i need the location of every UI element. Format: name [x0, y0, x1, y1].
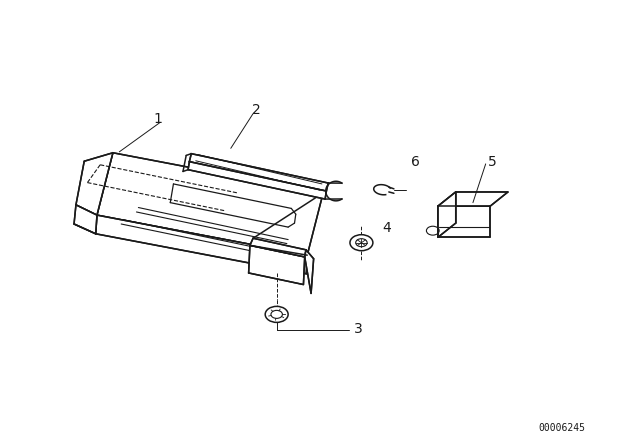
- Text: 00006245: 00006245: [539, 423, 586, 433]
- Circle shape: [350, 235, 373, 251]
- Polygon shape: [305, 250, 314, 293]
- Polygon shape: [438, 206, 490, 237]
- Polygon shape: [97, 153, 323, 255]
- Text: 5: 5: [488, 155, 497, 168]
- Polygon shape: [438, 192, 456, 237]
- Text: 2: 2: [252, 103, 260, 117]
- Polygon shape: [76, 153, 113, 215]
- Text: 1: 1: [153, 112, 162, 126]
- Circle shape: [265, 306, 288, 323]
- Polygon shape: [189, 154, 328, 191]
- Polygon shape: [438, 192, 508, 206]
- Polygon shape: [96, 215, 307, 274]
- Text: 4: 4: [383, 221, 391, 236]
- Text: 3: 3: [354, 322, 363, 336]
- Polygon shape: [74, 205, 97, 234]
- Text: 6: 6: [411, 155, 420, 168]
- Polygon shape: [188, 162, 326, 199]
- Polygon shape: [248, 246, 305, 284]
- Polygon shape: [250, 238, 306, 257]
